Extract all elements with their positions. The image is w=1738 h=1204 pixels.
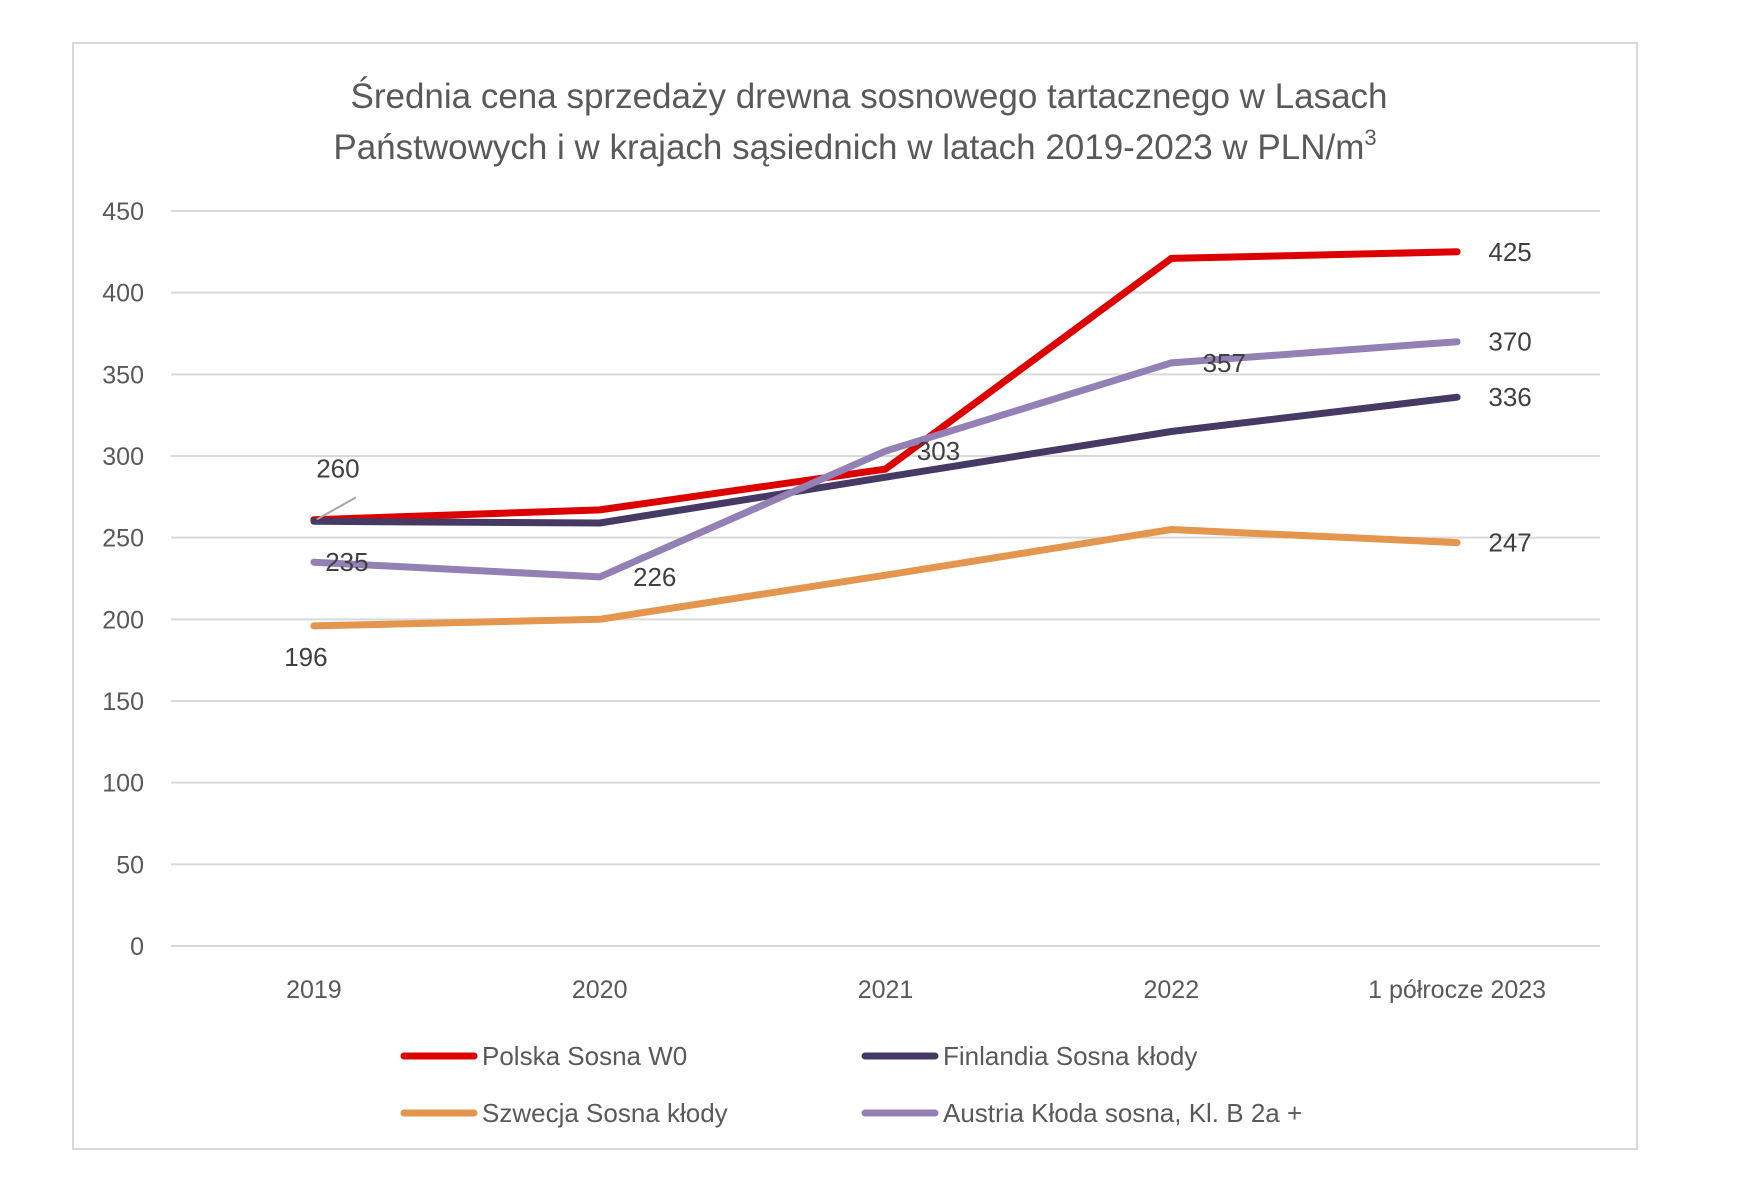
series-line-3 <box>310 338 1461 581</box>
series-line-1 <box>310 393 1461 527</box>
data-label: 247 <box>1488 528 1531 558</box>
legend: Polska Sosna W0 Finlandia Sosna kłody Szwe… <box>400 1041 1302 1128</box>
data-label: 303 <box>917 436 960 466</box>
chart-title-line-1: Średnia cena sprzedaży drewna sosnowego … <box>350 76 1387 116</box>
y-tick-label: 250 <box>102 525 144 553</box>
x-tick-label: 2019 <box>286 976 342 1004</box>
legend-item: Finlandia Sosna kłody <box>861 1041 1197 1071</box>
y-tick-label: 400 <box>102 280 144 308</box>
legend-label: Polska Sosna W0 <box>482 1041 687 1071</box>
chart-title-line-2-text: Państwowych i w krajach sąsiednich w lat… <box>333 128 1364 167</box>
x-axis-ticks: 2019 2020 2021 2022 1 półrocze 2023 <box>286 976 1546 1004</box>
y-tick-label: 450 <box>102 198 144 226</box>
x-tick-label: 2021 <box>858 976 914 1004</box>
data-label: 370 <box>1488 327 1531 357</box>
chart-title-superscript: 3 <box>1364 125 1376 150</box>
y-tick-label: 100 <box>102 770 144 798</box>
legend-label: Szwecja Sosna kłody <box>482 1098 728 1128</box>
legend-item: Austria Kłoda sosna, Kl. B 2a + <box>861 1098 1302 1128</box>
legend-item: Szwecja Sosna kłody <box>400 1098 728 1128</box>
x-tick-label: 1 półrocze 2023 <box>1368 976 1546 1004</box>
chart-frame <box>72 42 1638 1150</box>
legend-label: Finlandia Sosna kłody <box>943 1041 1197 1071</box>
chart-title: Średnia cena sprzedaży drewna sosnowego … <box>333 76 1387 167</box>
data-label: 357 <box>1203 348 1246 378</box>
legend-label: Austria Kłoda sosna, Kl. B 2a + <box>943 1098 1302 1128</box>
y-tick-label: 200 <box>102 606 144 634</box>
data-label: 425 <box>1488 237 1531 267</box>
x-tick-label: 2020 <box>572 976 628 1004</box>
data-label: 235 <box>325 547 368 577</box>
y-tick-label: 300 <box>102 443 144 471</box>
y-tick-label: 0 <box>130 933 144 961</box>
series-lines <box>310 248 1461 630</box>
y-axis-ticks: 0 50 100 150 200 250 300 350 400 450 <box>102 198 144 961</box>
x-tick-label: 2022 <box>1143 976 1199 1004</box>
leader-line <box>316 496 357 521</box>
chart-title-line-2: Państwowych i w krajach sąsiednich w lat… <box>333 125 1376 167</box>
y-tick-label: 150 <box>102 688 144 716</box>
series-line-2 <box>310 526 1461 630</box>
data-label: 196 <box>284 642 327 672</box>
data-labels: 425 260 336 196 247 235 226 303 357 370 <box>284 237 1532 672</box>
data-label: 226 <box>633 562 676 592</box>
data-label: 336 <box>1488 382 1531 412</box>
data-label: 260 <box>316 453 359 483</box>
legend-item: Polska Sosna W0 <box>400 1041 687 1071</box>
y-tick-label: 50 <box>116 851 144 879</box>
y-tick-label: 350 <box>102 361 144 389</box>
